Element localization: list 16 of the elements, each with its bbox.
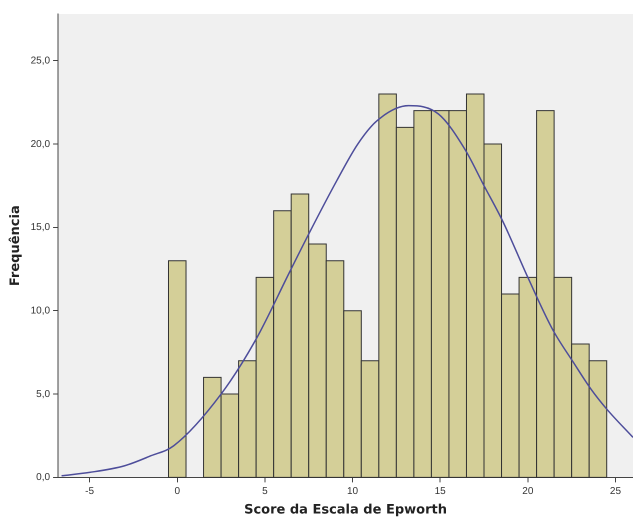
y-axis-title: Frequência xyxy=(8,205,24,286)
y-tick-label: 10,0 xyxy=(30,305,50,316)
x-tick-label: 10 xyxy=(346,486,359,498)
x-tick-label: -5 xyxy=(85,486,94,498)
x-axis-title: Score da Escala de Epworth xyxy=(244,502,447,518)
x-tick-label: 0 xyxy=(174,486,180,498)
x-tick-label: 20 xyxy=(522,486,534,498)
x-tick-label: 25 xyxy=(610,486,622,498)
x-tick-label: 5 xyxy=(262,486,268,498)
y-tick-label: 15,0 xyxy=(30,222,50,234)
y-tick-label: 0,0 xyxy=(36,472,50,484)
line-series xyxy=(60,104,633,476)
y-tick-label: 5,0 xyxy=(36,388,50,400)
y-tick-label: 20,0 xyxy=(30,138,50,150)
x-tick-label: 15 xyxy=(434,486,446,498)
y-tick-label: 25,0 xyxy=(30,55,50,66)
